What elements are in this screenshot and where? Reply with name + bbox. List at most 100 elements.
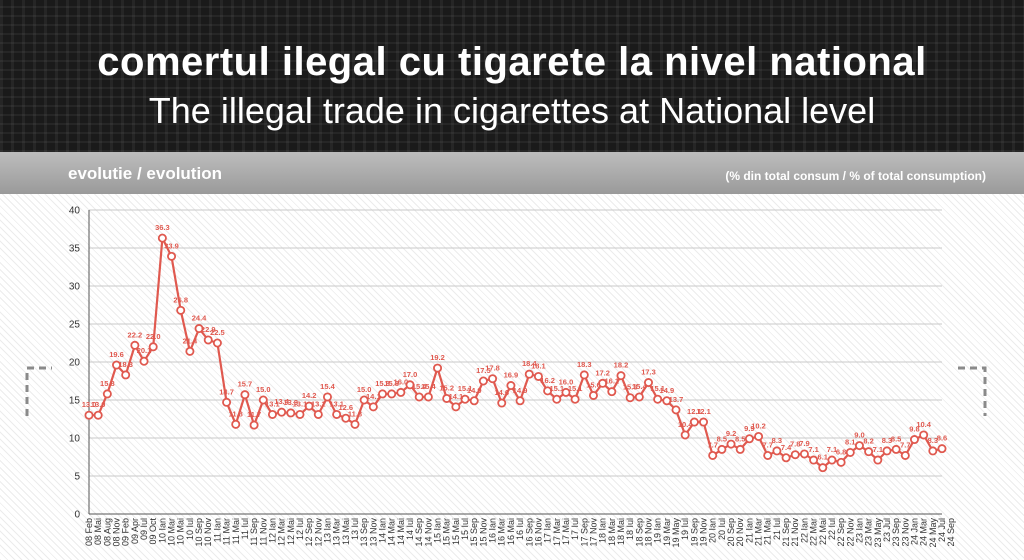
- x-tick-label: 13 Ian: [322, 518, 332, 543]
- x-tick-label: 19 Nov: [699, 518, 709, 547]
- data-point: [643, 378, 653, 388]
- section-title: evolutie / evolution: [68, 164, 222, 183]
- x-tick-label: 17 Sep: [579, 518, 589, 547]
- data-label: 15.8: [375, 379, 390, 388]
- data-label: 7.1: [873, 445, 883, 454]
- data-label: 8.5: [717, 434, 727, 443]
- data-label: 17.0: [403, 370, 418, 379]
- data-point: [809, 455, 819, 465]
- x-tick-label: 16 Sep: [524, 518, 534, 547]
- data-label: 8.1: [845, 437, 855, 446]
- data-point: [754, 431, 764, 441]
- header-banner: comertul ilegal cu tigarete la nivel nat…: [0, 0, 1024, 152]
- data-point: [423, 392, 433, 402]
- y-tick-label: 30: [69, 282, 81, 293]
- data-label: 8.3: [928, 436, 938, 445]
- data-point: [937, 444, 947, 454]
- data-point: [203, 335, 213, 345]
- data-label: 7.7: [763, 440, 773, 449]
- data-label: 9.2: [726, 429, 736, 438]
- data-label: 14.1: [366, 392, 381, 401]
- data-point: [552, 394, 562, 404]
- data-point: [313, 409, 323, 419]
- data-point: [497, 398, 507, 408]
- data-label: 22.5: [210, 328, 225, 337]
- data-label: 17.3: [641, 368, 656, 377]
- data-label: 13.3: [283, 398, 298, 407]
- data-point: [634, 392, 644, 402]
- x-tick-label: 21 Iul: [772, 518, 782, 540]
- data-label: 21.4: [183, 336, 198, 345]
- data-label: 9.8: [909, 425, 919, 434]
- x-tick-label: 10 Mai: [176, 518, 186, 545]
- data-point: [561, 387, 571, 397]
- data-label: 16.2: [540, 376, 555, 385]
- data-label: 22.9: [201, 325, 216, 334]
- data-label: 15.6: [586, 380, 601, 389]
- x-tick-label: 12 Mai: [286, 518, 296, 545]
- data-label: 15.4: [421, 382, 436, 391]
- data-point: [827, 455, 837, 465]
- data-label: 14.1: [449, 392, 464, 401]
- data-point: [882, 446, 892, 456]
- data-point: [148, 342, 158, 352]
- x-tick-label: 15 Mar: [442, 518, 452, 546]
- data-point: [717, 444, 727, 454]
- data-point: [267, 409, 277, 419]
- data-point: [378, 389, 388, 399]
- data-label: 10.4: [916, 420, 931, 429]
- data-point: [194, 324, 204, 334]
- data-label: 11.7: [247, 410, 261, 419]
- data-points: [84, 233, 947, 473]
- data-label: 12.6: [339, 403, 354, 412]
- data-label: 11.8: [348, 409, 362, 418]
- data-point: [322, 392, 332, 402]
- data-label: 12.1: [687, 407, 702, 416]
- data-point: [864, 447, 874, 457]
- data-point: [478, 376, 488, 386]
- x-tick-label: 17 Mai: [561, 518, 571, 545]
- data-point: [277, 407, 287, 417]
- data-point: [167, 251, 177, 261]
- data-point: [332, 409, 342, 419]
- x-tick-label: 12 Mar: [277, 518, 287, 546]
- data-label: 15.8: [100, 379, 115, 388]
- data-point: [515, 396, 525, 406]
- data-label: 15.8: [384, 379, 399, 388]
- data-point: [387, 389, 397, 399]
- data-label: 17.2: [595, 368, 610, 377]
- data-point: [873, 455, 883, 465]
- data-point: [231, 419, 241, 429]
- y-tick-label: 40: [69, 206, 81, 217]
- data-label: 36.3: [155, 223, 170, 232]
- x-tick-label: 21 Mai: [763, 518, 773, 545]
- page-title: comertul ilegal cu tigarete la nivel nat…: [97, 40, 927, 84]
- data-point: [708, 450, 718, 460]
- x-tick-label: 13 Mai: [341, 518, 351, 545]
- data-point: [909, 435, 919, 445]
- data-label: 13.7: [669, 395, 684, 404]
- data-point: [744, 434, 754, 444]
- data-point: [524, 369, 534, 379]
- dashed-frame-left: [25, 366, 52, 416]
- data-point: [781, 453, 791, 463]
- data-point: [157, 233, 167, 243]
- data-label: 14.9: [660, 386, 675, 395]
- x-tick-label: 11 Sep: [249, 518, 259, 546]
- x-tick-label: 19 Sep: [689, 518, 699, 547]
- data-label: 8.2: [863, 437, 873, 446]
- y-tick-label: 15: [69, 396, 81, 407]
- dashed-frame-right: [958, 366, 987, 416]
- chart-grid: [88, 209, 942, 515]
- data-point: [799, 449, 809, 459]
- x-tick-label: 08 Feb: [84, 518, 94, 546]
- data-label: 15.7: [238, 380, 253, 389]
- data-point: [845, 447, 855, 457]
- x-tick-label: 21 Mar: [754, 518, 764, 546]
- x-tick-label: 23 May: [873, 518, 883, 548]
- x-tick-label: 14 Sep: [414, 518, 424, 547]
- data-point: [176, 305, 186, 315]
- x-tick-label: 21 Nov: [790, 518, 800, 547]
- x-tick-label: 11 Ian: [212, 518, 222, 542]
- data-point: [396, 387, 406, 397]
